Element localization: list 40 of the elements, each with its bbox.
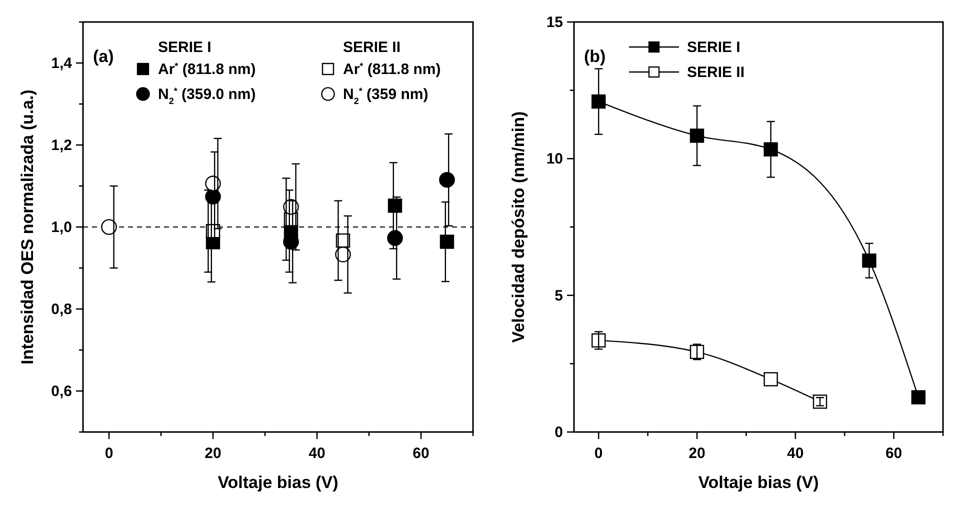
legend-label: N$_{2}$$^{*}$ (359.0 nm) (158, 86, 256, 106)
legend-label: SERIE I (687, 39, 740, 56)
y-tick-label: 0,8 (51, 301, 72, 318)
y-tick-label: 0,6 (51, 383, 72, 400)
point (101, 219, 117, 235)
x-tick-label: 40 (787, 445, 804, 462)
x-axis-title: Voltaje bias (V) (698, 473, 819, 492)
y-tick-label: 1,0 (51, 219, 72, 236)
annotation: SERIE II (343, 39, 401, 56)
y-tick-label: 0 (554, 424, 563, 441)
point (911, 390, 926, 404)
x-axis-title: Voltaje bias (V) (218, 473, 338, 492)
point (439, 172, 455, 188)
point (862, 254, 876, 268)
legend-label: Ar$^{*}$ (811.8 nm) (158, 61, 256, 78)
x-tick-label: 20 (204, 445, 222, 462)
point (690, 128, 704, 143)
x-tick-label: 60 (885, 445, 902, 462)
y-tick-label: 1,4 (51, 55, 73, 72)
y-axis-title: Velocidad depósito (nm/min) (509, 111, 528, 343)
x-tick-label: 0 (104, 445, 114, 462)
x-tick-label: 40 (308, 445, 326, 462)
y-tick-label: 15 (546, 14, 563, 31)
point (592, 94, 606, 109)
annotation: (b) (584, 47, 606, 66)
point (764, 372, 778, 386)
y-tick-label: 5 (554, 287, 563, 304)
x-tick-label: 60 (412, 445, 430, 462)
legend-label: Ar$^{*}$ (811.8 nm) (343, 61, 441, 78)
legend-label: SERIE II (687, 64, 745, 81)
y-tick-label: 1,2 (51, 137, 72, 154)
y-tick-label: 10 (546, 150, 563, 168)
x-tick-label: 20 (688, 445, 706, 462)
point (764, 142, 778, 156)
annotation: (a) (93, 47, 114, 66)
x-tick-label: 0 (594, 445, 603, 462)
y-axis-title: Intensidad OES normalizada (u.a.) (18, 90, 37, 364)
legend-label: N$_{2}$$^{*}$ (359 nm) (343, 86, 428, 106)
point (440, 234, 454, 249)
annotation: SERIE I (158, 39, 212, 56)
